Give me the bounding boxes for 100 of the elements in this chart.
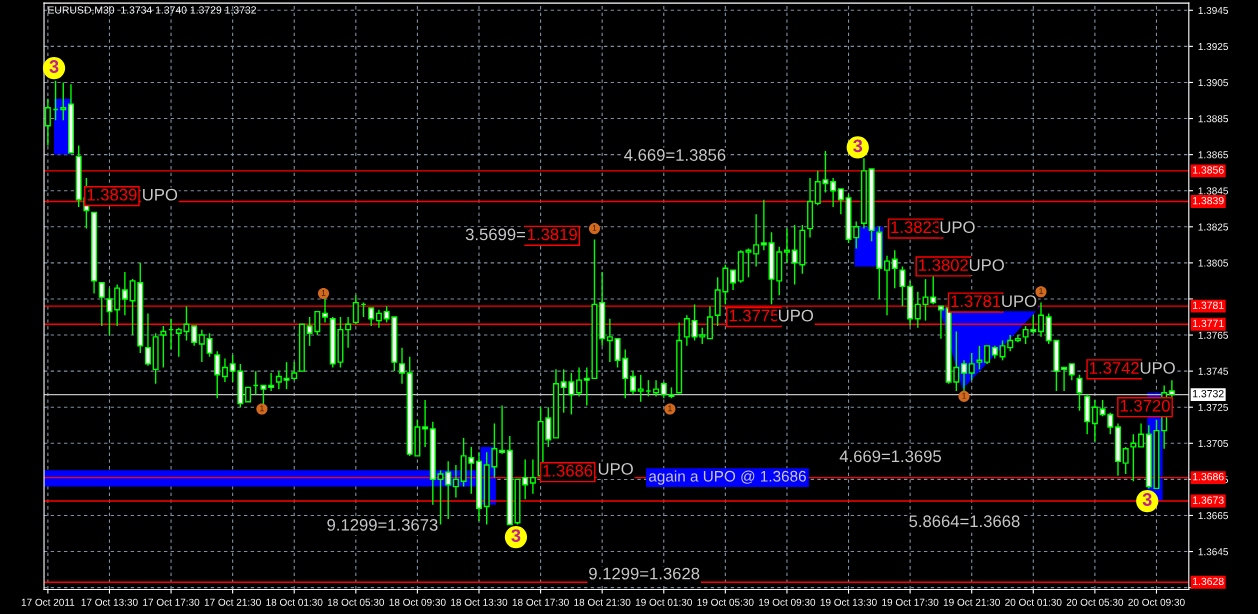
- annotation: again a UPO @ 1.3686: [649, 470, 806, 485]
- ref-line-label: 1.3628: [1193, 577, 1224, 586]
- candlestick: [322, 298, 329, 324]
- candlestick: [576, 366, 583, 398]
- candlestick: [937, 305, 944, 340]
- y-tick-label: 1.3885: [1198, 115, 1228, 123]
- candlestick: [268, 372, 275, 392]
- candlestick: [1076, 374, 1083, 412]
- candlestick: [60, 81, 67, 122]
- candlestick: [121, 271, 128, 316]
- x-tick-label: 19 Oct 21:30: [943, 598, 1000, 606]
- annotation: UPO: [143, 188, 178, 201]
- candlestick: [375, 309, 382, 329]
- x-tick-label: 18 Oct 13:30: [451, 598, 508, 606]
- x-tick-label: 20 Oct 01:30: [1005, 598, 1062, 606]
- annotation: 1: [321, 289, 326, 296]
- annotation: 1: [962, 392, 966, 399]
- annotation: 1.3686: [543, 464, 593, 477]
- candlestick: [830, 177, 837, 208]
- candlestick: [683, 314, 690, 347]
- annotation: 1.3839: [87, 188, 137, 201]
- candlestick: [98, 282, 105, 327]
- annotation: 1.3742: [1090, 362, 1139, 374]
- y-tick-label: 1.3725: [1198, 403, 1228, 411]
- annotation: UPO: [940, 221, 975, 234]
- x-tick-label: 19 Oct 01:30: [635, 598, 693, 606]
- y-tick-label: 1.3825: [1198, 223, 1228, 231]
- annotation: 3.5699=: [465, 228, 526, 241]
- candlestick: [144, 312, 151, 367]
- candlestick: [160, 325, 167, 369]
- candlestick: [422, 399, 429, 448]
- candlestick: [368, 307, 375, 327]
- candlestick: [1037, 301, 1045, 338]
- annotation: 5.8664=1.3668: [909, 515, 1020, 528]
- y-tick-label: 1.3765: [1198, 331, 1228, 339]
- candlestick: [206, 332, 213, 358]
- x-tick-label: 18 Oct 05:30: [327, 598, 385, 606]
- candlestick: [214, 350, 221, 399]
- candlestick: [899, 265, 906, 307]
- candlestick: [653, 379, 660, 398]
- ref-line-label: 1.3781: [1193, 301, 1224, 309]
- candlestick: [114, 283, 121, 327]
- x-tick-label: 17 Oct 17:30: [143, 598, 200, 606]
- candlestick: [629, 370, 636, 396]
- candlestick: [198, 328, 205, 363]
- ref-line-label: 1.3856: [1193, 166, 1224, 174]
- annotation: 9.1299=1.3628: [589, 567, 700, 580]
- x-tick-label: 19 Oct 13:30: [820, 598, 877, 606]
- annotation: UPO: [969, 259, 1004, 271]
- annotation: 1: [260, 405, 264, 412]
- candlestick: [345, 316, 352, 349]
- x-tick-label: 19 Oct 17:30: [882, 598, 939, 606]
- x-tick-label: 18 Oct 21:30: [574, 598, 631, 606]
- candlestick: [914, 291, 921, 329]
- annotation: 1: [1039, 288, 1043, 294]
- x-tick-label: 17 Oct 13:30: [81, 598, 138, 606]
- candlestick: [637, 374, 644, 403]
- candlestick: [1130, 433, 1137, 482]
- y-tick-label: 1.3925: [1198, 43, 1228, 51]
- y-tick-label: 1.3705: [1198, 439, 1228, 448]
- candlestick: [837, 188, 844, 215]
- candlestick: [399, 346, 406, 385]
- y-tick-label: 1.3665: [1198, 512, 1228, 520]
- annotation: UPO: [778, 309, 814, 322]
- candlestick: [884, 254, 891, 316]
- candlestick: [191, 325, 198, 347]
- annotation: 9.1299=1.3673: [327, 518, 438, 531]
- candlestick: [984, 345, 991, 365]
- candlestick: [968, 352, 975, 381]
- candlestick: [352, 294, 359, 325]
- candlestick: [522, 458, 529, 500]
- y-tick-label: 1.3945: [1198, 6, 1228, 15]
- candlestick: [976, 345, 983, 371]
- x-tick-label: 19 Oct 09:30: [759, 598, 816, 606]
- x-tick-label: 18 Oct 01:30: [266, 598, 323, 606]
- candlestick: [260, 384, 267, 407]
- ref-line-label: 1.3732: [1193, 390, 1224, 398]
- y-tick-label: 1.3645: [1198, 548, 1228, 556]
- candlestick: [730, 269, 737, 291]
- candlestick: [706, 305, 713, 340]
- annotation: UPO: [1140, 362, 1175, 374]
- annotation: 1.3781: [951, 295, 1001, 308]
- candlestick: [44, 97, 51, 147]
- candlestick: [783, 227, 790, 264]
- candlestick: [753, 213, 760, 268]
- annotation: 1.3802: [919, 259, 968, 271]
- candlestick: [1091, 399, 1098, 443]
- candlestick: [221, 357, 228, 383]
- y-tick-label: 1.3905: [1198, 79, 1228, 87]
- y-tick-label: 1.3865: [1198, 151, 1228, 159]
- y-tick-label: 1.3805: [1198, 259, 1228, 267]
- candlestick: [961, 359, 968, 392]
- annotation: 3: [511, 529, 521, 542]
- annotation: 4.669=1.3856: [624, 149, 726, 161]
- annotation: 3: [853, 139, 863, 153]
- x-tick-label: 18 Oct 09:30: [389, 598, 446, 606]
- annotation: UPO: [598, 463, 633, 475]
- annotation: 4.669=1.3695: [839, 450, 942, 463]
- candlestick: [452, 464, 459, 499]
- y-tick-label: 1.3845: [1198, 187, 1228, 195]
